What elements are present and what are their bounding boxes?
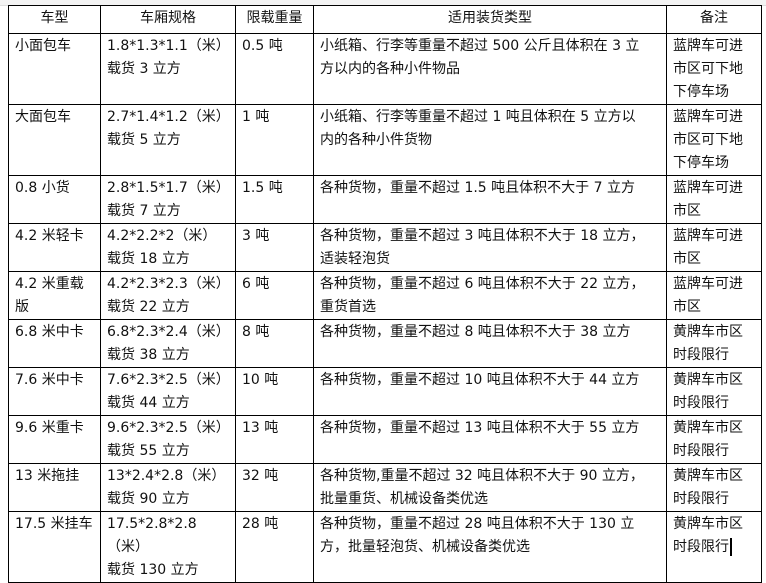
- cell-cargo-box-spec: 4.2*2.2*2（米） 载货 18 立方: [100, 223, 236, 272]
- cell-vehicle-type: 13 米拖挂: [8, 463, 101, 512]
- cell-cargo-box-spec: 6.8*2.3*2.4（米） 载货 38 立方: [100, 319, 236, 368]
- cell-vehicle-type: 9.6 米重卡: [8, 415, 101, 464]
- cell-cargo-box-spec: 4.2*2.3*2.3（米） 载货 22 立方: [100, 271, 236, 320]
- cell-load-limit: 28 吨: [235, 511, 314, 583]
- cell-cargo-type: 小纸箱、行李等重量不超过 1 吨且体积在 5 立方以 内的各种小件货物: [313, 104, 667, 176]
- cell-cargo-box-spec: 9.6*2.3*2.5（米） 载货 55 立方: [100, 415, 236, 464]
- table-row: 9.6 米重卡 9.6*2.3*2.5（米） 载货 55 立方 13 吨各种货物，重…: [8, 415, 762, 464]
- header-cargo-box-spec: 车厢规格: [100, 5, 236, 34]
- table-row: 小面包车 1.8*1.3*1.1（米） 载货 3 立方 0.5 吨小纸箱、行李等重量…: [8, 33, 762, 105]
- cell-cargo-type: 各种货物，重量不超过 3 吨且体积不大于 18 立方， 适装轻泡货: [313, 223, 667, 272]
- cell-load-limit: 3 吨: [235, 223, 314, 272]
- cell-load-limit: 13 吨: [235, 415, 314, 464]
- cell-notes: 蓝牌车可进 市区: [666, 271, 762, 320]
- cell-vehicle-type: 4.2 米轻卡: [8, 223, 101, 272]
- cell-notes: 蓝牌车可进 市区: [666, 175, 762, 224]
- cell-cargo-box-spec: 17.5*2.8*2.8（米） 载货 130 立方: [100, 511, 236, 583]
- table-row: 17.5 米挂车 17.5*2.8*2.8（米） 载货 130 立方 28 吨各种货…: [8, 511, 762, 583]
- table-row: 4.2 米重载 版 4.2*2.3*2.3（米） 载货 22 立方 6 吨各种货物，…: [8, 271, 762, 320]
- text-cursor: [730, 538, 732, 556]
- cell-load-limit: 32 吨: [235, 463, 314, 512]
- table-row: 0.8 小货 2.8*1.5*1.7（米） 载货 7 立方 1.5 吨各种货物，重量…: [8, 175, 762, 224]
- table-row: 7.6 米中卡 7.6*2.3*2.5（米） 载货 44 立方 10 吨各种货物，重…: [8, 367, 762, 416]
- cell-cargo-type: 各种货物，重量不超过 8 吨且体积不大于 38 立方: [313, 319, 667, 368]
- header-row: 车型 车厢规格 限载重量 适用装货类型 备注: [8, 5, 762, 34]
- cell-cargo-box-spec: 2.7*1.4*1.2（米） 载货 5 立方: [100, 104, 236, 176]
- cell-cargo-box-spec: 7.6*2.3*2.5（米） 载货 44 立方: [100, 367, 236, 416]
- cell-vehicle-type: 17.5 米挂车: [8, 511, 101, 583]
- cell-cargo-box-spec: 2.8*1.5*1.7（米） 载货 7 立方: [100, 175, 236, 224]
- cell-load-limit: 1.5 吨: [235, 175, 314, 224]
- cell-vehicle-type: 0.8 小货: [8, 175, 101, 224]
- header-vehicle-type: 车型: [8, 5, 101, 34]
- table-row: 大面包车 2.7*1.4*1.2（米） 载货 5 立方 1 吨小纸箱、行李等重量不超…: [8, 104, 762, 176]
- cell-load-limit: 6 吨: [235, 271, 314, 320]
- cell-cargo-box-spec: 13*2.4*2.8（米） 载货 90 立方: [100, 463, 236, 512]
- cell-load-limit: 1 吨: [235, 104, 314, 176]
- cell-cargo-box-spec: 1.8*1.3*1.1（米） 载货 3 立方: [100, 33, 236, 105]
- header-notes: 备注: [666, 5, 762, 34]
- cell-cargo-type: 各种货物，重量不超过 13 吨且体积不大于 55 立方: [313, 415, 667, 464]
- cell-notes: 黄牌车市区 时段限行: [666, 319, 762, 368]
- cell-cargo-type: 各种货物，重量不超过 10 吨且体积不大于 44 立方: [313, 367, 667, 416]
- cell-load-limit: 0.5 吨: [235, 33, 314, 105]
- cell-vehicle-type: 小面包车: [8, 33, 101, 105]
- table-row: 6.8 米中卡 6.8*2.3*2.4（米） 载货 38 立方 8 吨各种货物，重量…: [8, 319, 762, 368]
- cell-notes: 蓝牌车可进 市区: [666, 223, 762, 272]
- header-cargo-type: 适用装货类型: [313, 5, 667, 34]
- cell-vehicle-type: 大面包车: [8, 104, 101, 176]
- cell-notes: 蓝牌车可进 市区可下地 下停车场: [666, 33, 762, 105]
- cell-cargo-type: 各种货物,重量不超过 32 吨且体积不大于 90 立方， 批量重货、机械设备类优…: [313, 463, 667, 512]
- cell-cargo-type: 各种货物，重量不超过 1.5 吨且体积不大于 7 立方: [313, 175, 667, 224]
- cell-load-limit: 10 吨: [235, 367, 314, 416]
- cell-notes: 蓝牌车可进 市区可下地 下停车场: [666, 104, 762, 176]
- vehicle-spec-table: 车型 车厢规格 限载重量 适用装货类型 备注 小面包车 1.8*1.3*1.1（米…: [8, 5, 762, 583]
- table-row: 13 米拖挂 13*2.4*2.8（米） 载货 90 立方 32 吨各种货物,重量不…: [8, 463, 762, 512]
- cell-notes: 黄牌车市区 时段限行: [666, 367, 762, 416]
- cell-vehicle-type: 7.6 米中卡: [8, 367, 101, 416]
- cell-cargo-type: 各种货物，重量不超过 6 吨且体积不大于 22 立方， 重货首选: [313, 271, 667, 320]
- cell-vehicle-type: 6.8 米中卡: [8, 319, 101, 368]
- cell-cargo-type: 小纸箱、行李等重量不超过 500 公斤且体积在 3 立 方以内的各种小件物品: [313, 33, 667, 105]
- cell-vehicle-type: 4.2 米重载 版: [8, 271, 101, 320]
- header-load-limit: 限载重量: [235, 5, 314, 34]
- cell-load-limit: 8 吨: [235, 319, 314, 368]
- cell-cargo-type: 各种货物，重量不超过 28 吨且体积不大于 130 立 方，批量轻泡货、机械设备…: [313, 511, 667, 583]
- cell-notes: 黄牌车市区 时段限行: [666, 463, 762, 512]
- table-row: 4.2 米轻卡 4.2*2.2*2（米） 载货 18 立方 3 吨各种货物，重量不超…: [8, 223, 762, 272]
- cell-notes: 黄牌车市区 时段限行: [666, 415, 762, 464]
- cell-notes: 黄牌车市区 时段限行: [666, 511, 762, 583]
